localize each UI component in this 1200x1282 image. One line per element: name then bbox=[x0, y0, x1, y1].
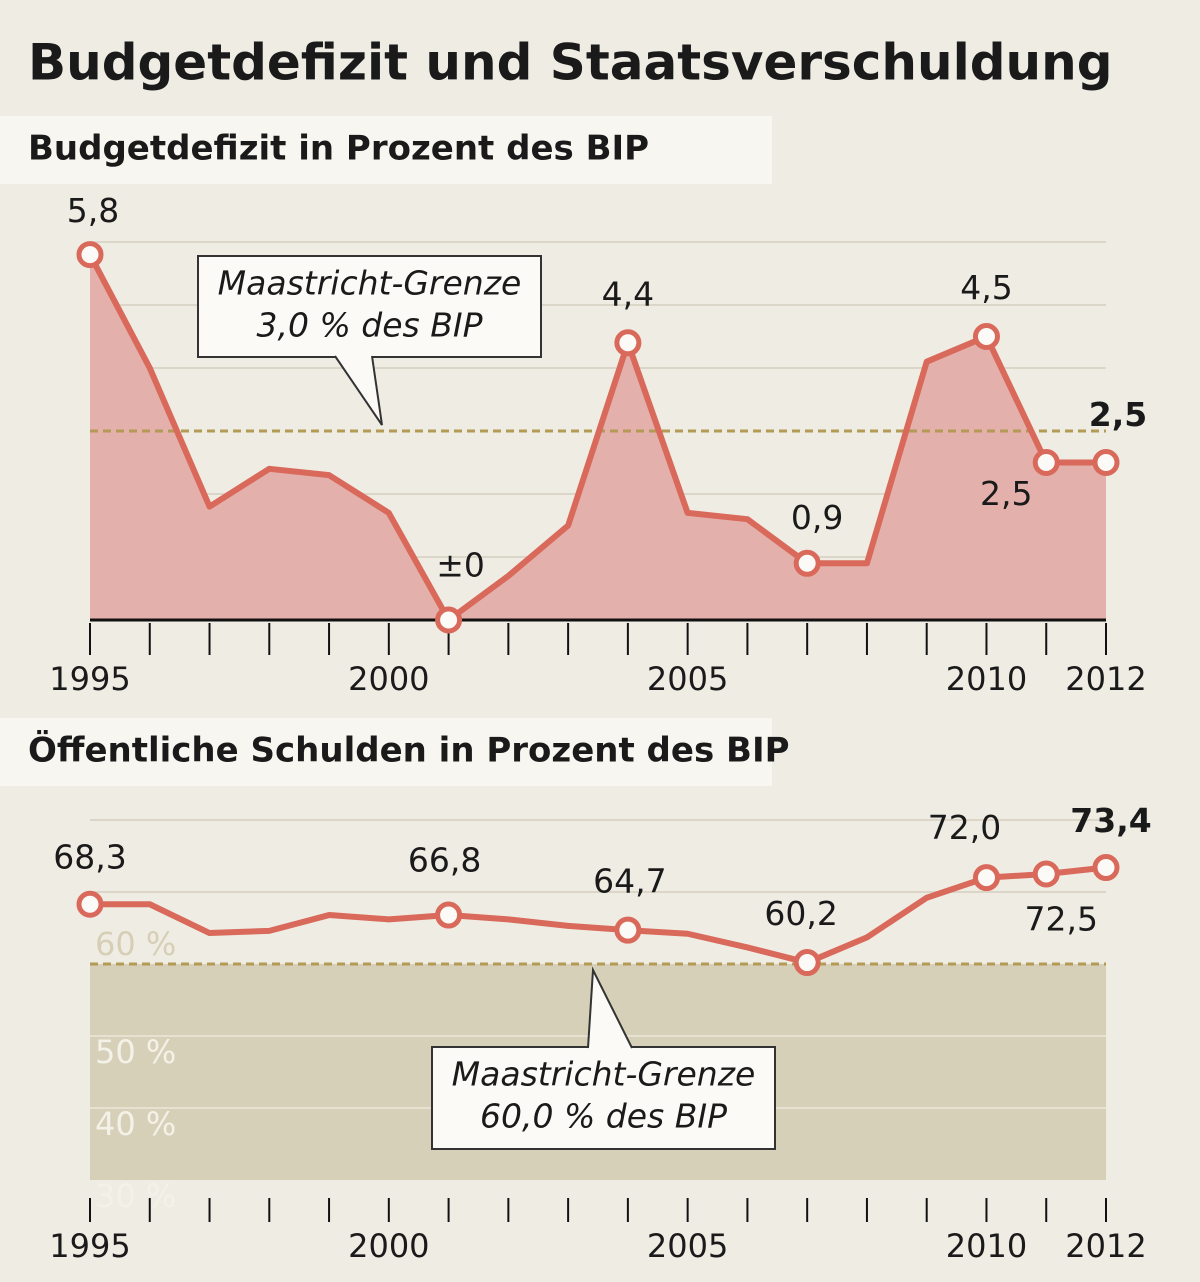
x-tick-label: 2000 bbox=[348, 660, 429, 698]
value-label: 60,2 bbox=[764, 894, 837, 933]
value-label: 66,8 bbox=[408, 841, 481, 880]
marker bbox=[972, 323, 1000, 350]
annotation-text: 3,0 % des BIP bbox=[256, 306, 482, 345]
subtitle: Öffentliche Schulden in Prozent des BIP bbox=[28, 730, 790, 771]
subtitle: Budgetdefizit in Prozent des BIP bbox=[28, 129, 649, 169]
line bbox=[90, 864, 1107, 966]
x-tick-label: 2010 bbox=[946, 660, 1027, 698]
value-label: 73,4 bbox=[1070, 801, 1151, 840]
x-tick-label: 2012 bbox=[1065, 660, 1146, 698]
x-tick-label: 1995 bbox=[49, 660, 130, 698]
annotation-text: Maastricht-Grenze bbox=[452, 1055, 756, 1094]
line bbox=[87, 253, 1106, 623]
subtitle-band bbox=[0, 116, 772, 184]
value-label: 4,4 bbox=[602, 274, 654, 313]
x-tick-label: 2005 bbox=[647, 1227, 728, 1265]
y-tick-label: 60 % bbox=[95, 925, 176, 963]
annotation-box bbox=[197, 255, 542, 358]
marker bbox=[435, 901, 463, 929]
y-tick-label: 40 % bbox=[95, 1105, 176, 1143]
value-label: 64,7 bbox=[593, 862, 666, 901]
value-label: 72,0 bbox=[928, 808, 1001, 847]
marker bbox=[614, 329, 642, 357]
subtitle-band bbox=[0, 718, 772, 786]
marker bbox=[1092, 449, 1120, 476]
x-tick-label: 2010 bbox=[946, 1227, 1027, 1265]
value-label: 0,9 bbox=[791, 498, 843, 537]
value-label: 5,8 bbox=[67, 191, 119, 230]
marker bbox=[972, 864, 1000, 892]
marker bbox=[76, 241, 104, 269]
marker bbox=[614, 916, 642, 944]
marker bbox=[793, 549, 821, 577]
value-label: ±0 bbox=[436, 546, 485, 585]
annotation-text: 60,0 % des BIP bbox=[480, 1097, 727, 1136]
chart-title: Budgetdefizit und Staatsverschuldung bbox=[28, 34, 1113, 92]
marker bbox=[793, 949, 821, 977]
x-tick-label: 2000 bbox=[348, 1227, 429, 1265]
marker bbox=[1092, 854, 1120, 882]
value-label: 2,5 bbox=[1089, 395, 1147, 434]
value-label: 2,5 bbox=[980, 474, 1032, 513]
x-tick-label: 2005 bbox=[647, 660, 728, 698]
x-tick-label: 2012 bbox=[1065, 1227, 1146, 1265]
marker bbox=[435, 606, 463, 634]
value-label: 4,5 bbox=[960, 268, 1012, 307]
annotation-text: Maastricht-Grenze bbox=[218, 264, 522, 303]
value-label: 72,5 bbox=[1024, 900, 1097, 939]
y-tick-label: 30 % bbox=[95, 1177, 176, 1215]
y-tick-label: 50 % bbox=[95, 1033, 176, 1071]
value-label: 68,3 bbox=[53, 838, 126, 877]
marker bbox=[1032, 860, 1060, 888]
annotation-pointer bbox=[334, 355, 383, 426]
annotation-pointer bbox=[587, 966, 633, 1049]
annotation-box bbox=[431, 1046, 776, 1150]
x-tick-label: 1995 bbox=[49, 1227, 130, 1265]
marker bbox=[1032, 449, 1060, 476]
marker bbox=[76, 890, 104, 918]
